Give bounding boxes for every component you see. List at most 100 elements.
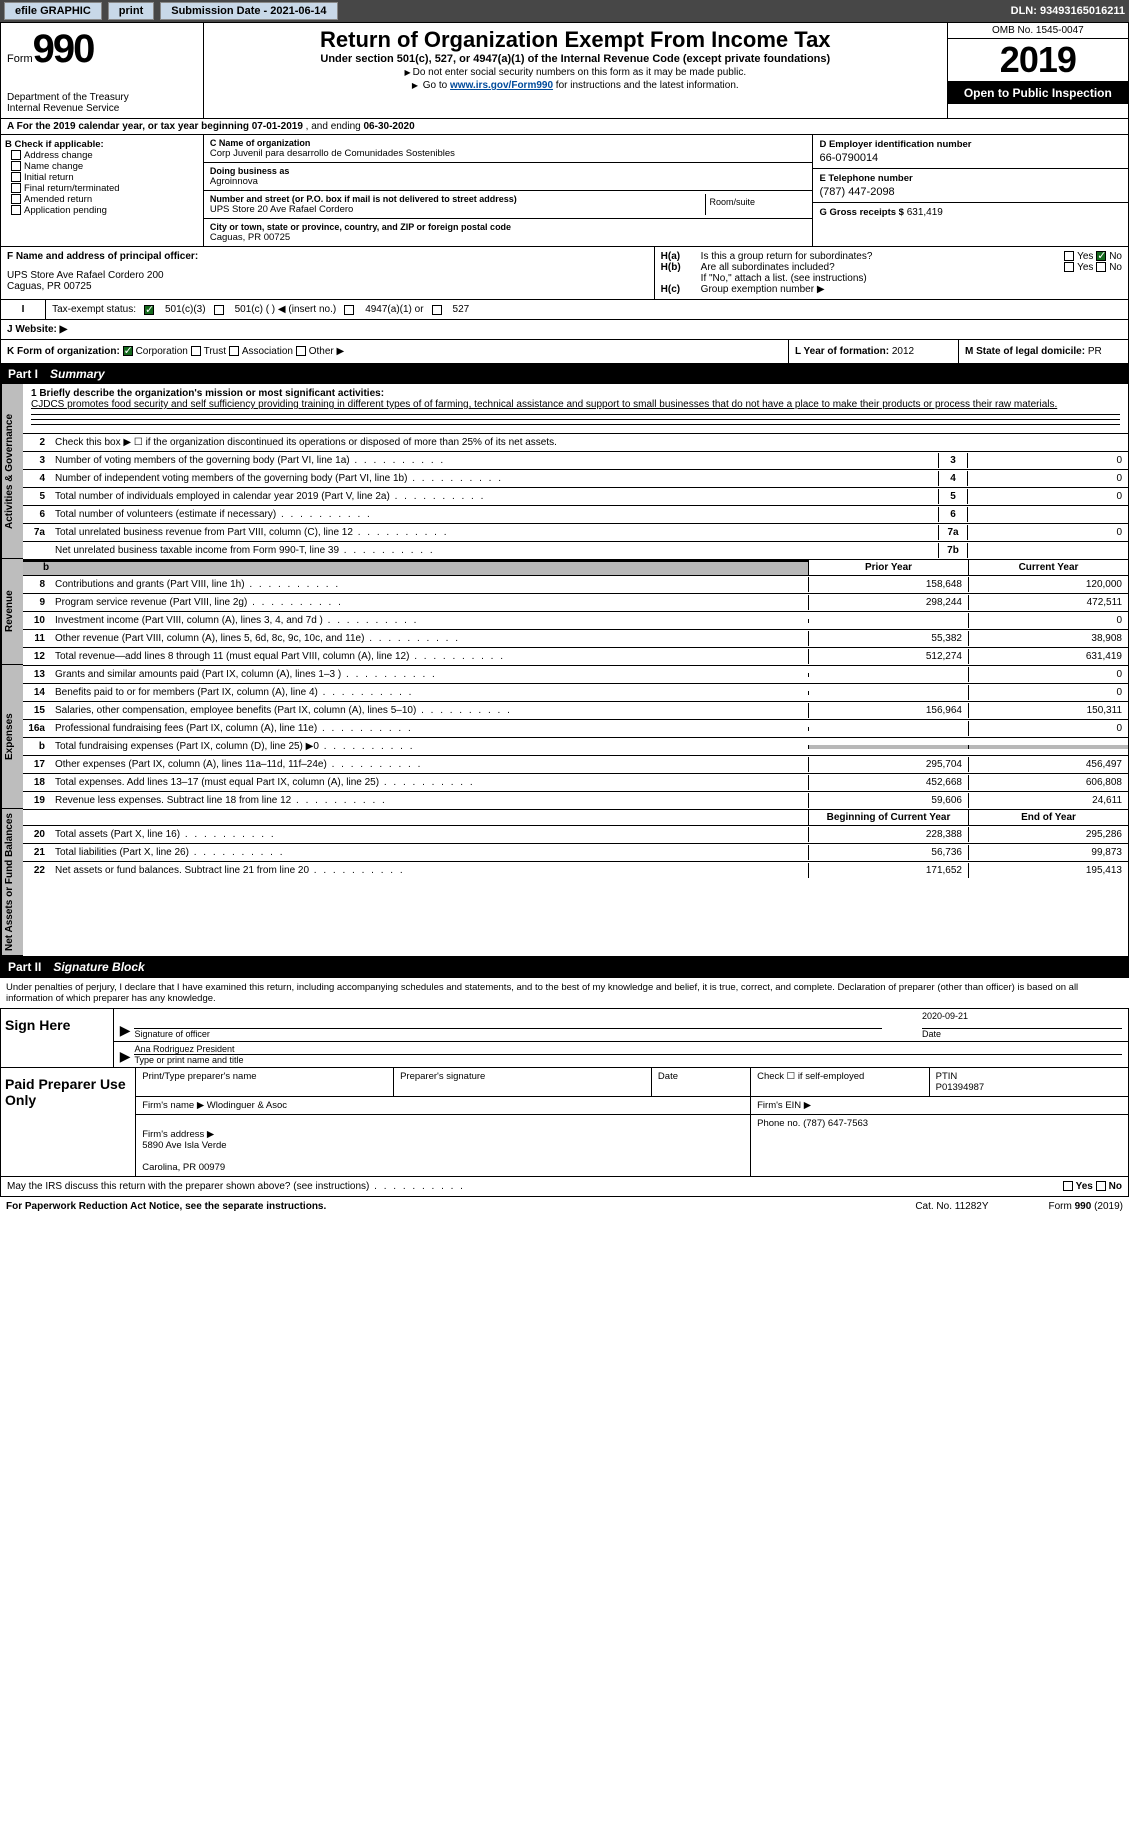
briefly-text: CJDCS promotes food security and self su…	[31, 399, 1120, 410]
ha-yes-cb[interactable]	[1064, 251, 1074, 261]
cb-other[interactable]	[296, 346, 306, 356]
department-label: Department of the Treasury Internal Reve…	[7, 92, 197, 114]
cb-corp[interactable]	[123, 346, 133, 356]
cb-501c3[interactable]	[144, 305, 154, 315]
hb-note: If "No," attach a list. (see instruction…	[701, 273, 1122, 284]
row-num: 12	[23, 651, 51, 662]
row-key: 7b	[938, 543, 968, 558]
row-current	[968, 745, 1128, 749]
yes-label: Yes	[1077, 262, 1093, 273]
m-label: M State of legal domicile:	[965, 346, 1085, 357]
cb-trust[interactable]	[191, 346, 201, 356]
footer-right-pre: Form	[1049, 1201, 1075, 1212]
row-i: I Tax-exempt status: 501(c)(3) 501(c) ( …	[0, 300, 1129, 320]
firm-addr-cell: Firm's address ▶ 5890 Ave Isla Verde Car…	[136, 1115, 751, 1176]
ha-no-cb[interactable]	[1096, 251, 1106, 261]
form-year-block: OMB No. 1545-0047 2019 Open to Public In…	[948, 23, 1128, 118]
cb-4947[interactable]	[344, 305, 354, 315]
cb-name-change[interactable]: Name change	[11, 161, 199, 172]
gov-row: 5 Total number of individuals employed i…	[23, 487, 1128, 505]
opt-527: 527	[453, 304, 470, 315]
row-num: 15	[23, 705, 51, 716]
row-key: 3	[938, 453, 968, 468]
row-text: Total liabilities (Part X, line 26)	[51, 845, 808, 860]
no-label: No	[1109, 262, 1122, 273]
hdr-end: End of Year	[968, 810, 1128, 825]
row-text: Contributions and grants (Part VIII, lin…	[51, 577, 808, 592]
data-row: 19 Revenue less expenses. Subtract line …	[23, 791, 1128, 809]
tax-status-row: Tax-exempt status: 501(c)(3) 501(c) ( ) …	[46, 300, 1128, 319]
b-marker: b	[23, 562, 49, 573]
row-current: 120,000	[968, 577, 1128, 592]
row-current: 0	[968, 685, 1128, 700]
exp-vlabel: Expenses	[1, 665, 23, 809]
data-row: 17 Other expenses (Part IX, column (A), …	[23, 755, 1128, 773]
cb-app-pending[interactable]: Application pending	[11, 205, 199, 216]
org-name-label: C Name of organization	[210, 138, 807, 148]
address-box: Number and street (or P.O. box if mail i…	[204, 191, 813, 219]
footer-right-b: 990	[1075, 1201, 1092, 1212]
section-bcd: B Check if applicable: Address change Na…	[0, 135, 1129, 247]
efile-button[interactable]: efile GRAPHIC	[4, 2, 102, 20]
cb-final-return[interactable]: Final return/terminated	[11, 183, 199, 194]
opt-trust: Trust	[204, 346, 226, 357]
data-row: 11 Other revenue (Part VIII, column (A),…	[23, 629, 1128, 647]
firm-ein-cell: Firm's EIN ▶	[751, 1097, 1128, 1114]
hb-text: Are all subordinates included?	[701, 262, 835, 273]
cb-amended[interactable]: Amended return	[11, 194, 199, 205]
row-key: 7a	[938, 525, 968, 540]
row-val	[968, 549, 1128, 553]
discuss-no-cb[interactable]	[1096, 1181, 1106, 1191]
discuss-yes-cb[interactable]	[1063, 1181, 1073, 1191]
row-text: Other revenue (Part VIII, column (A), li…	[51, 631, 808, 646]
data-row: b Total fundraising expenses (Part IX, c…	[23, 737, 1128, 755]
row-text: Total number of volunteers (estimate if …	[51, 507, 938, 522]
row-text: Total fundraising expenses (Part IX, col…	[51, 739, 808, 754]
firm-addr-label: Firm's address ▶	[142, 1129, 214, 1140]
officer-box: F Name and address of principal officer:…	[1, 247, 655, 299]
row-text: Total unrelated business revenue from Pa…	[51, 525, 938, 540]
gross-value: 631,419	[907, 207, 943, 218]
row-text: Salaries, other compensation, employee b…	[51, 703, 808, 718]
row-current: 150,311	[968, 703, 1128, 718]
irs-link[interactable]: www.irs.gov/Form990	[450, 80, 553, 91]
row-num: 11	[23, 633, 51, 644]
row-text: Program service revenue (Part VIII, line…	[51, 595, 808, 610]
row-num: 4	[23, 473, 51, 484]
group-return-box: H(a) Is this a group return for subordin…	[655, 247, 1128, 299]
net-vlabel: Net Assets or Fund Balances	[1, 809, 23, 956]
row-text: Net unrelated business taxable income fr…	[51, 543, 938, 558]
city-label: City or town, state or province, country…	[210, 222, 807, 232]
row-current: 195,413	[968, 863, 1128, 878]
cb-label: Address change	[24, 150, 93, 161]
l-value: 2012	[892, 346, 914, 357]
name-title-label: Type or print name and title	[134, 1055, 243, 1065]
cb-527[interactable]	[432, 305, 442, 315]
row-num: 13	[23, 669, 51, 680]
firm-phone-cell: Phone no. (787) 647-7563	[751, 1115, 1128, 1176]
hb-no-cb[interactable]	[1096, 262, 1106, 272]
state-domicile: M State of legal domicile: PR	[958, 340, 1128, 363]
opt-other: Other ▶	[309, 346, 344, 357]
form-number: 990	[33, 27, 94, 72]
print-name-cell: Print/Type preparer's name	[136, 1068, 394, 1096]
data-row: 12 Total revenue—add lines 8 through 11 …	[23, 647, 1128, 665]
row-num: b	[23, 741, 51, 752]
hb-yes-cb[interactable]	[1064, 262, 1074, 272]
city-box: City or town, state or province, country…	[204, 219, 813, 246]
row-current: 99,873	[968, 845, 1128, 860]
print-button[interactable]: print	[108, 2, 154, 20]
cb-assoc[interactable]	[229, 346, 239, 356]
row-prior: 158,648	[808, 577, 968, 592]
hb-yesno: Yes No	[1064, 262, 1122, 273]
row-prior	[808, 745, 968, 749]
city-value: Caguas, PR 00725	[210, 232, 807, 243]
row-num: 7a	[23, 527, 51, 538]
row-num: 16a	[23, 723, 51, 734]
cb-501c[interactable]	[214, 305, 224, 315]
prep-date-cell: Date	[652, 1068, 751, 1096]
open-inspection: Open to Public Inspection	[948, 82, 1128, 104]
cb-label: Application pending	[24, 205, 107, 216]
cb-initial-return[interactable]: Initial return	[11, 172, 199, 183]
cb-address-change[interactable]: Address change	[11, 150, 199, 161]
